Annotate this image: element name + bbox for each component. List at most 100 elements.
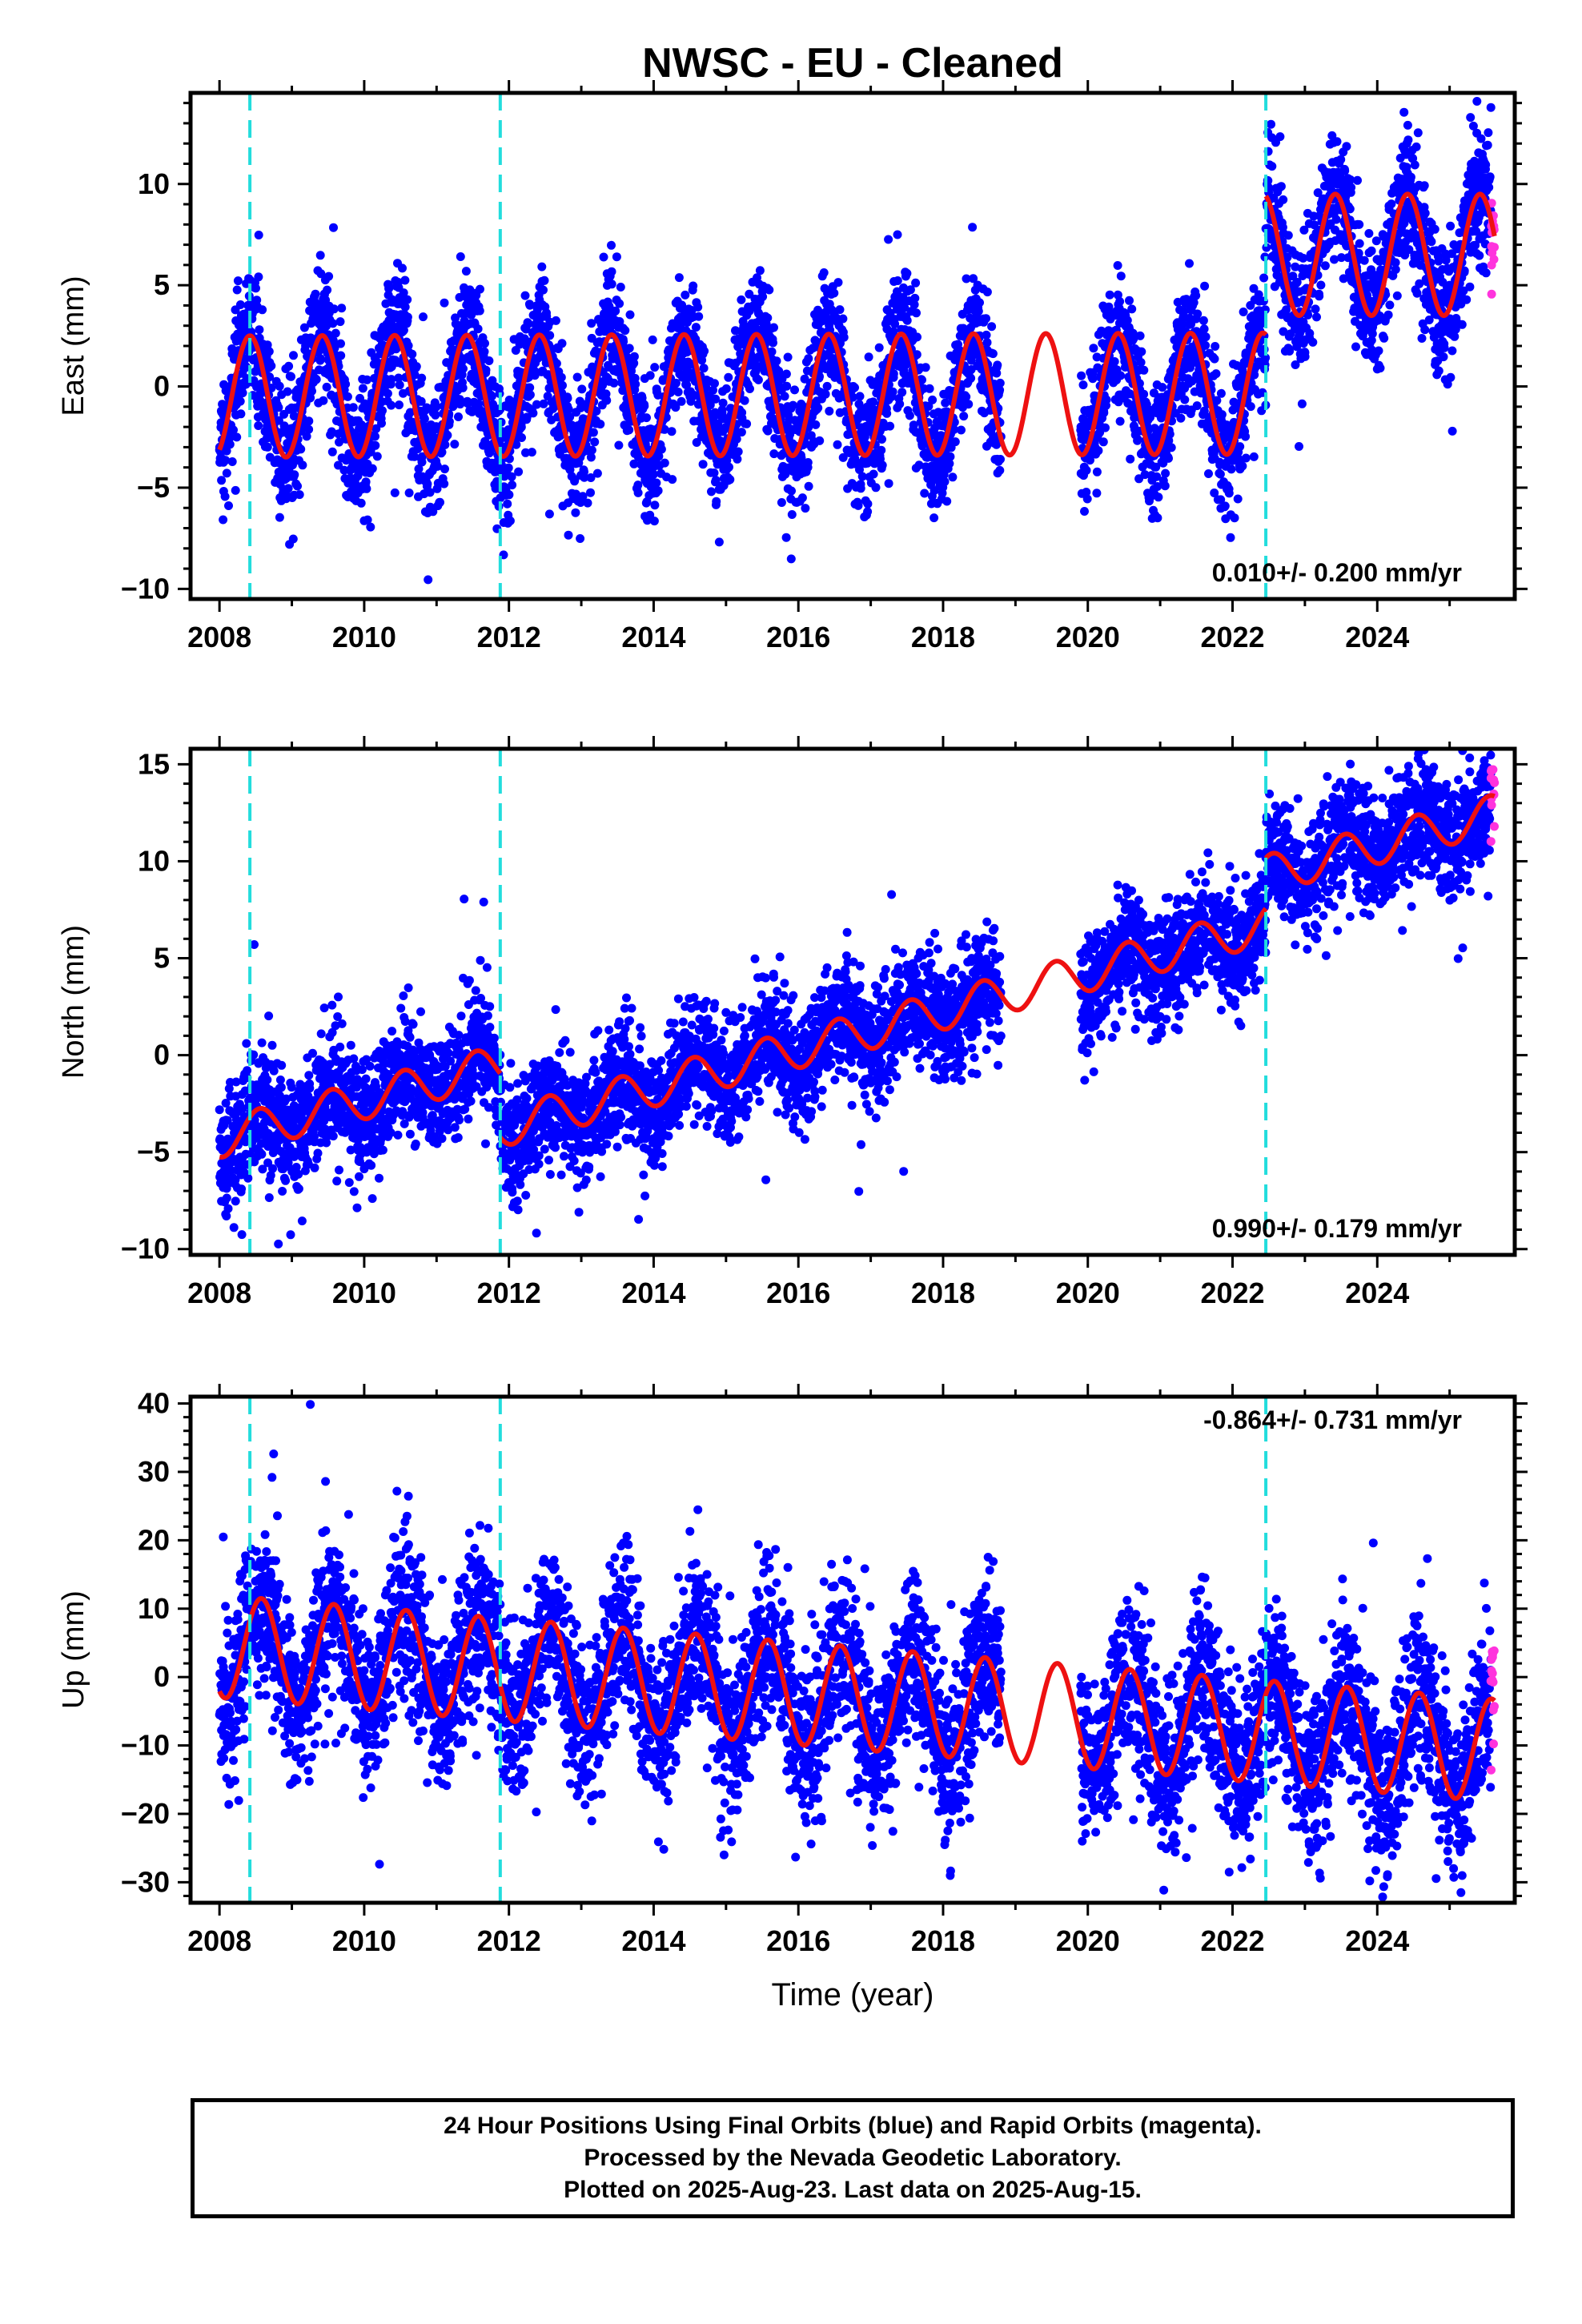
east-final-point: [588, 428, 598, 437]
east-final-point: [323, 285, 332, 295]
east-final-point: [1153, 513, 1162, 523]
east-final-point: [229, 425, 238, 435]
east-final-point: [236, 409, 246, 419]
east-final-point: [399, 325, 408, 335]
east-final-point: [1094, 446, 1103, 456]
east-final-point: [611, 306, 620, 316]
east-final-point: [334, 460, 343, 470]
east-final-point: [324, 271, 334, 281]
east-final-point: [328, 319, 338, 328]
east-final-point: [565, 465, 575, 475]
east-final-point: [275, 513, 284, 522]
east-final-point: [565, 412, 575, 422]
east-final-point: [1420, 325, 1430, 335]
east-final-point: [336, 339, 345, 348]
east-final-point: [293, 481, 302, 491]
east-final-point: [1180, 395, 1190, 404]
east-final-point: [222, 468, 231, 478]
east-final-point: [777, 498, 786, 507]
east-final-point: [525, 300, 535, 310]
east-final-point: [418, 452, 427, 461]
east-final-point: [524, 319, 533, 328]
east-final-point: [694, 312, 704, 321]
east-final-point: [1403, 120, 1412, 130]
east-final-point: [1230, 513, 1239, 523]
east-final-point: [587, 445, 596, 455]
east-final-point: [782, 381, 792, 391]
east-final-point: [377, 419, 386, 428]
east-final-point: [1345, 204, 1355, 214]
east-final-point: [877, 435, 886, 444]
east-final-point: [527, 448, 536, 457]
east-final-point: [633, 488, 643, 497]
east-final-point: [825, 406, 834, 416]
east-final-point: [763, 313, 773, 323]
east-final-point: [552, 359, 561, 368]
east-final-point: [964, 400, 974, 409]
east-final-point: [1126, 454, 1135, 464]
east-final-point: [700, 346, 709, 356]
east-final-point: [616, 283, 625, 292]
east-final-point: [1089, 344, 1098, 353]
east-final-point: [724, 372, 733, 382]
east-final-point: [1315, 292, 1324, 301]
east-final-point: [287, 372, 295, 381]
east-final-point: [410, 452, 420, 461]
east-final-point: [327, 447, 337, 456]
east-final-point: [296, 444, 306, 454]
east-final-point: [387, 375, 396, 384]
east-final-point: [863, 499, 873, 509]
east-final-point: [1411, 142, 1421, 151]
east-final-point: [255, 325, 264, 335]
east-final-point: [1419, 181, 1429, 191]
east-final-point: [387, 400, 396, 410]
east-final-point: [674, 273, 684, 283]
east-final-point: [940, 477, 950, 486]
east-final-point: [412, 362, 421, 372]
east-final-point: [504, 490, 514, 500]
east-final-point: [1210, 354, 1219, 364]
east-final-point: [1410, 160, 1419, 170]
east-final-point: [274, 403, 283, 412]
east-final-point: [1135, 331, 1145, 340]
east-final-point: [1220, 501, 1230, 511]
east-final-point: [440, 298, 449, 308]
east-final-point: [558, 380, 567, 390]
east-final-point: [783, 352, 793, 362]
east-final-point: [801, 504, 810, 513]
east-final-point: [629, 359, 639, 368]
east-final-point: [516, 422, 526, 432]
east-final-point: [222, 446, 231, 456]
east-final-point: [911, 278, 921, 287]
east-final-point: [514, 467, 524, 476]
east-final-point: [1139, 365, 1149, 375]
east-final-point: [473, 324, 483, 334]
east-final-point: [316, 269, 326, 279]
east-final-point: [707, 487, 716, 497]
east-final-point: [1406, 172, 1415, 182]
east-final-point: [982, 338, 992, 348]
east-final-point: [982, 330, 991, 340]
east-final-point: [1116, 271, 1126, 281]
east-final-point: [612, 252, 621, 262]
east-final-point: [822, 381, 832, 391]
east-final-point: [304, 424, 314, 434]
east-final-point: [459, 364, 468, 373]
east-final-point: [587, 319, 596, 328]
east-final-point: [306, 393, 315, 403]
east-final-point: [361, 477, 371, 487]
east-final-point: [433, 461, 442, 471]
east-final-point: [737, 295, 746, 304]
east-final-point: [284, 361, 294, 371]
east-final-point: [414, 464, 424, 473]
east-final-point: [423, 479, 432, 489]
east-final-point: [1297, 399, 1307, 408]
east-final-point: [897, 388, 907, 397]
east-final-point: [856, 484, 865, 493]
east-final-point: [948, 472, 958, 482]
east-final-point: [1417, 334, 1427, 343]
east-final-point: [758, 292, 768, 301]
east-final-point: [251, 283, 260, 293]
east-final-point: [224, 501, 233, 510]
east-final-point: [252, 296, 262, 305]
